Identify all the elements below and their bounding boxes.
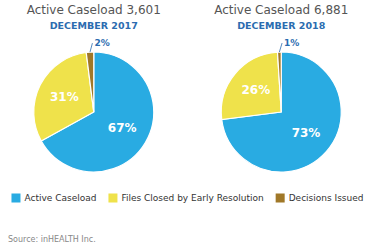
legend-item: Decisions Issued bbox=[276, 193, 364, 203]
legend-item: Files Closed by Early Resolution bbox=[108, 193, 263, 203]
legend-label: Files Closed by Early Resolution bbox=[121, 193, 263, 203]
leader-line bbox=[90, 43, 92, 52]
data-label: 26% bbox=[241, 83, 270, 97]
slice bbox=[277, 52, 281, 112]
legend-swatch bbox=[108, 194, 117, 203]
title: Active Caseload 6,881 bbox=[214, 3, 348, 17]
slice bbox=[221, 52, 281, 119]
legend-item: Active Caseload bbox=[11, 193, 96, 203]
pie: Active Caseload 6,881 DECEMBER 2018 73% 26%… bbox=[214, 3, 348, 172]
leader-line bbox=[279, 43, 282, 52]
title: Active Caseload 3,601 bbox=[27, 3, 161, 17]
slice bbox=[86, 52, 94, 112]
legend: Active Caseload Files Closed by Early Res… bbox=[11, 193, 363, 203]
data-label: 2% bbox=[94, 38, 109, 48]
pie: Active Caseload 3,601 DECEMBER 2017 67% 31%… bbox=[27, 3, 161, 172]
chart: Active Caseload 3,601 DECEMBER 2017 67% 31%… bbox=[0, 0, 375, 250]
data-label: 67% bbox=[108, 121, 137, 135]
legend-swatch bbox=[11, 194, 20, 203]
slice bbox=[222, 52, 342, 172]
legend-label: Active Caseload bbox=[24, 193, 96, 203]
data-label: 73% bbox=[292, 126, 321, 140]
data-label: 31% bbox=[50, 90, 79, 104]
legend-swatch bbox=[276, 194, 285, 203]
legend-label: Decisions Issued bbox=[289, 193, 364, 203]
data-label: 1% bbox=[284, 38, 299, 48]
source-note: Source: inHEALTH Inc. bbox=[8, 235, 96, 244]
subtitle: DECEMBER 2017 bbox=[50, 20, 138, 31]
subtitle: DECEMBER 2018 bbox=[237, 20, 325, 31]
slice bbox=[34, 52, 94, 140]
